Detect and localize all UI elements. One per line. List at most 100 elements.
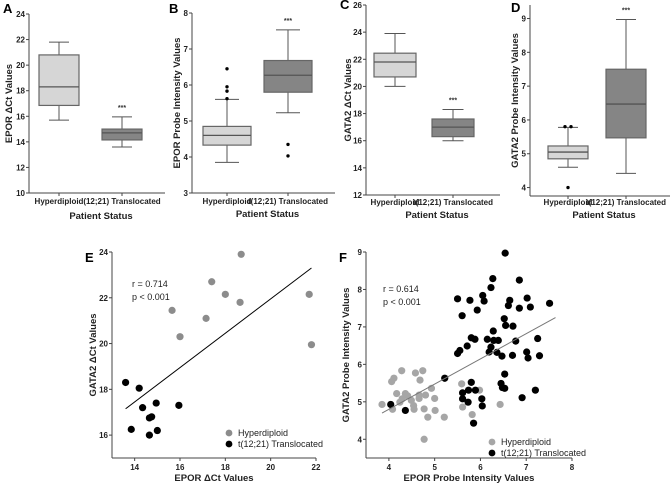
y-tick-label: 18: [16, 87, 25, 96]
x-axis-title: EPOR Probe Intensity Values: [404, 473, 535, 484]
y-tick-label: 6: [184, 81, 189, 90]
y-tick-label: 14: [353, 164, 362, 173]
translocated-point: [478, 402, 486, 410]
box: [38, 54, 80, 107]
translocated-point: [122, 378, 130, 387]
y-tick-label: 16: [353, 137, 362, 146]
correlation-annotation: p < 0.001: [132, 292, 170, 302]
hyperdiploid-point: [440, 413, 448, 421]
box: [101, 128, 143, 141]
category-label: Hyperdiploid: [203, 197, 252, 206]
translocated-point: [512, 337, 520, 345]
translocated-point: [504, 301, 512, 310]
legend-marker: [225, 429, 233, 437]
correlation-annotation: r = 0.614: [383, 284, 419, 294]
translocated-point: [471, 386, 480, 394]
box: [373, 52, 417, 78]
translocated-point: [545, 299, 554, 307]
y-axis-title: EPOR ΔCt Values: [4, 64, 15, 143]
translocated-point: [524, 354, 532, 362]
panel-label: C: [340, 0, 350, 12]
y-tick-label: 22: [353, 55, 362, 64]
translocated-point: [458, 389, 467, 397]
translocated-point: [502, 321, 510, 330]
x-tick-label: 16: [176, 463, 185, 472]
translocated-point: [498, 352, 506, 360]
y-tick-label: 5: [358, 398, 363, 407]
y-tick-label: 7: [522, 82, 527, 91]
translocated-point: [469, 419, 478, 427]
y-tick-label: 8: [522, 48, 527, 57]
hyperdiploid-point: [416, 376, 424, 384]
outlier-point: [563, 124, 567, 129]
legend-label: t(12;21) Translocated: [501, 448, 586, 458]
category-label: Hyperdiploid: [544, 198, 593, 207]
hyperdiploid-point: [237, 250, 245, 258]
translocated-point: [501, 384, 509, 392]
panel-label: A: [3, 1, 13, 16]
hyperdiploid-point: [420, 405, 428, 413]
y-tick-label: 7: [358, 323, 363, 332]
translocated-point: [473, 306, 481, 314]
box: [263, 59, 313, 93]
translocated-point: [467, 378, 475, 386]
y-tick-label: 18: [353, 110, 362, 119]
legend-marker: [488, 449, 496, 457]
x-tick-label: 22: [312, 463, 321, 472]
category-label: t(12;21) Translocated: [248, 197, 328, 206]
hyperdiploid-point: [390, 374, 398, 382]
legend-label: t(12;21) Translocated: [238, 439, 323, 449]
x-tick-label: 4: [387, 463, 392, 472]
hyperdiploid-point: [208, 278, 216, 286]
category-label: t(12;21) Translocated: [413, 198, 493, 207]
translocated-point: [531, 386, 539, 394]
hyperdiploid-point: [378, 400, 386, 409]
hyperdiploid-point: [421, 391, 430, 399]
hyperdiploid-point: [420, 435, 428, 443]
y-tick-label: 18: [99, 385, 108, 394]
x-tick-label: 18: [221, 463, 230, 472]
translocated-point: [515, 276, 523, 284]
significance-marker: ***: [449, 98, 457, 105]
outlier-point: [225, 85, 229, 89]
y-axis-title: EPOR Probe Intensity Values: [172, 38, 183, 169]
translocated-point: [152, 399, 160, 407]
translocated-point: [478, 395, 486, 403]
translocated-point: [471, 335, 479, 343]
hyperdiploid-point: [458, 380, 466, 388]
translocated-point: [463, 342, 471, 350]
panel-label: B: [169, 1, 178, 16]
translocated-point: [494, 336, 502, 344]
translocated-point: [518, 394, 526, 402]
y-tick-label: 3: [184, 189, 189, 198]
y-tick-label: 6: [358, 360, 363, 369]
significance-marker: ***: [284, 18, 292, 25]
y-tick-label: 22: [16, 36, 25, 45]
y-tick-label: 16: [16, 112, 25, 121]
translocated-point: [508, 351, 517, 359]
category-label: t(12;21) Translocated: [586, 198, 666, 207]
y-tick-label: 5: [184, 117, 189, 126]
y-tick-label: 7: [184, 45, 189, 54]
x-tick-label: 14: [130, 463, 139, 472]
outlier-point: [286, 142, 290, 147]
hyperdiploid-point: [398, 367, 406, 375]
translocated-point: [500, 315, 508, 323]
y-tick-label: 20: [353, 82, 362, 91]
y-tick-label: 9: [522, 15, 527, 24]
outlier-point: [225, 89, 229, 93]
y-tick-label: 24: [16, 10, 25, 19]
y-tick-label: 4: [522, 184, 527, 193]
x-tick-label: 20: [266, 463, 275, 472]
hyperdiploid-point: [496, 400, 504, 409]
translocated-point: [501, 370, 509, 378]
translocated-point: [466, 296, 474, 304]
hyperdiploid-point: [410, 405, 418, 413]
legend-label: Hyperdiploid: [501, 437, 551, 447]
translocated-point: [480, 297, 488, 305]
x-tick-label: 7: [524, 463, 529, 472]
translocated-point: [535, 352, 544, 360]
outlier-point: [566, 185, 570, 190]
y-tick-label: 8: [358, 285, 363, 294]
